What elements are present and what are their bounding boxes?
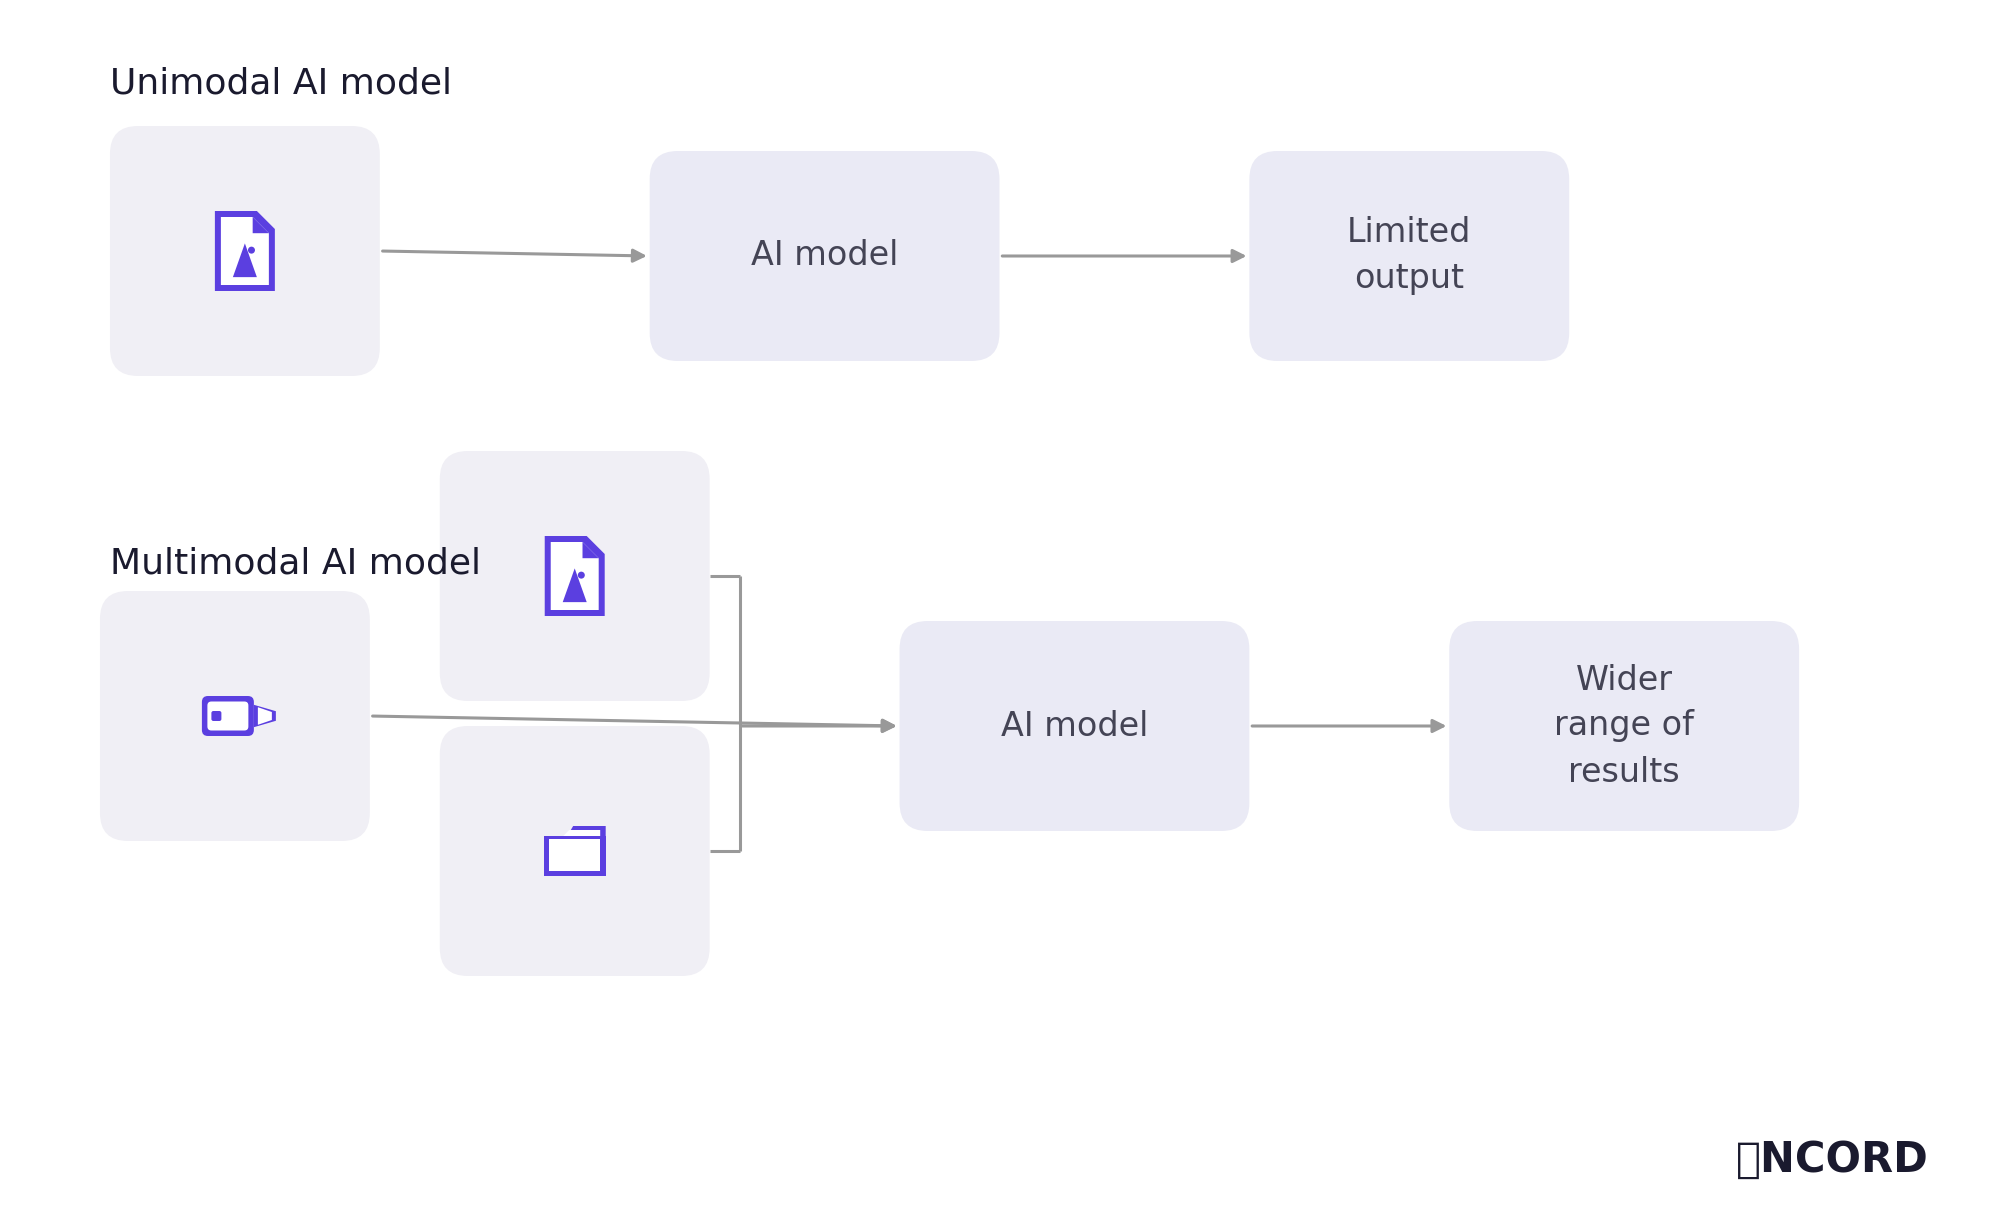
Text: Multimodal AI model: Multimodal AI model <box>110 546 482 580</box>
FancyBboxPatch shape <box>440 451 709 701</box>
Polygon shape <box>216 211 276 291</box>
Polygon shape <box>549 839 599 870</box>
Polygon shape <box>543 836 605 877</box>
Text: AI model: AI model <box>1001 710 1147 743</box>
Text: Limited
output: Limited output <box>1347 217 1471 295</box>
Polygon shape <box>543 536 603 615</box>
Text: AI model: AI model <box>751 239 897 272</box>
FancyBboxPatch shape <box>202 696 254 736</box>
FancyBboxPatch shape <box>100 591 370 841</box>
Polygon shape <box>254 705 276 727</box>
FancyBboxPatch shape <box>899 622 1249 831</box>
Polygon shape <box>563 569 587 602</box>
Polygon shape <box>551 542 599 611</box>
Text: Wider
range of
results: Wider range of results <box>1554 663 1692 788</box>
FancyBboxPatch shape <box>1449 622 1798 831</box>
Circle shape <box>577 571 585 579</box>
FancyBboxPatch shape <box>110 126 380 376</box>
FancyBboxPatch shape <box>649 151 999 360</box>
Text: ⻀NCORD: ⻀NCORD <box>1736 1139 1928 1181</box>
Polygon shape <box>222 217 268 284</box>
Polygon shape <box>543 826 605 836</box>
FancyBboxPatch shape <box>208 701 248 731</box>
Text: Unimodal AI model: Unimodal AI model <box>110 66 452 101</box>
Polygon shape <box>581 542 599 558</box>
Polygon shape <box>549 830 599 836</box>
Polygon shape <box>232 244 258 277</box>
Circle shape <box>248 246 256 254</box>
FancyBboxPatch shape <box>440 726 709 976</box>
FancyBboxPatch shape <box>1249 151 1568 360</box>
FancyBboxPatch shape <box>212 711 222 721</box>
Polygon shape <box>252 217 268 233</box>
Polygon shape <box>258 707 272 725</box>
